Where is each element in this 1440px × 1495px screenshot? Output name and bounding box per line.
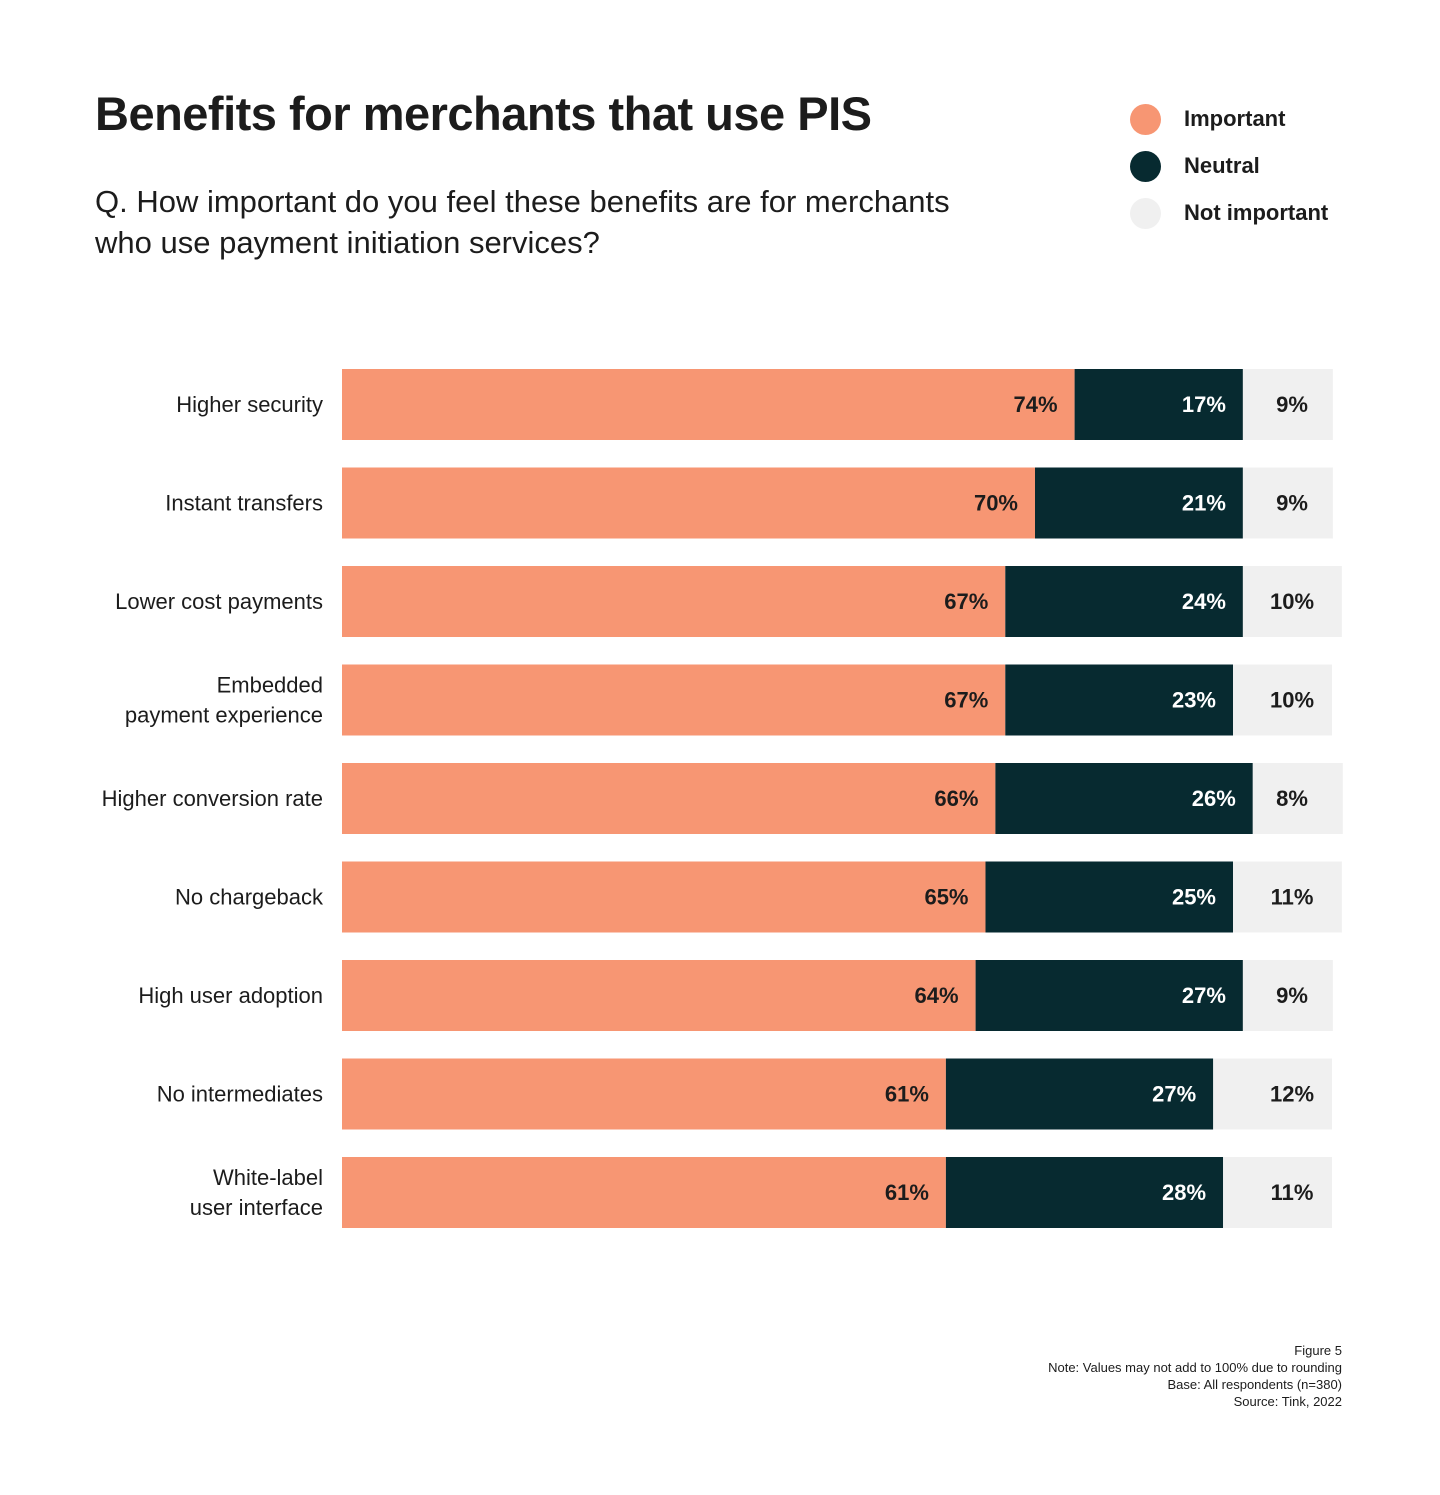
bar-segment-not-important [1233,861,1342,933]
legend-label-neutral: Neutral [1184,153,1260,178]
legend-dot-important [1130,103,1161,135]
data-label: 25% [1172,885,1216,910]
footnote-figure: Figure 5 [1294,1343,1342,1358]
bar-segment-important [342,1157,946,1228]
data-label: 70% [974,491,1018,516]
data-label: 65% [924,885,968,910]
data-label: 9% [1276,392,1308,417]
data-label: 27% [1152,1082,1196,1107]
data-label: 8% [1276,786,1308,811]
category-label: Instant transfers [165,491,323,516]
bar-segment-not-important [1242,369,1333,440]
bar-segment-neutral [995,763,1253,834]
legend-label-not-important: Not important [1184,200,1329,225]
data-label: 24% [1182,589,1226,614]
legend-label-important: Important [1184,106,1286,131]
data-label: 12% [1270,1082,1314,1107]
legend-item-neutral: Neutral [1130,150,1260,182]
bar-segment-important [342,960,976,1031]
category-label: White-label [213,1165,323,1190]
bar-segment-important [342,664,1006,736]
data-label: 21% [1182,491,1226,516]
data-label: 11% [1271,885,1314,910]
category-label: No intermediates [157,1082,323,1107]
bar-segment-neutral [975,960,1243,1031]
bar-segment-important [342,861,986,933]
data-label: 26% [1192,786,1236,811]
legend-dot-not-important [1130,197,1161,229]
bar-segment-neutral [1005,566,1243,637]
data-label: 66% [934,786,978,811]
data-label: 23% [1172,688,1216,713]
bar-segment-important [342,566,1006,637]
data-label: 10% [1270,688,1314,713]
data-label: 64% [915,983,959,1008]
bar-segment-not-important [1242,566,1342,637]
bar-segment-not-important [1242,960,1333,1031]
category-label: Higher security [176,392,323,417]
category-label: Lower cost payments [115,589,323,614]
bar-segment-important [342,1058,946,1130]
bar-segment-neutral [985,861,1233,933]
bar-segment-neutral [1005,664,1233,736]
bar-segment-not-important [1233,664,1332,736]
data-label: 17% [1182,392,1226,417]
data-label: 10% [1270,589,1314,614]
bar-segment-not-important [1252,763,1343,834]
bar-segment-not-important [1213,1058,1332,1130]
bar-segment-important [342,369,1075,440]
footnote-base: Base: All respondents (n=380) [1167,1377,1342,1392]
bar-segment-neutral [1074,369,1243,440]
chart-footnotes: Figure 5 Note: Values may not add to 100… [1048,1342,1342,1410]
footnote-source: Source: Tink, 2022 [1233,1394,1342,1409]
bar-segment-not-important [1223,1157,1332,1228]
category-label: user interface [190,1195,323,1220]
category-label: Embedded [217,673,323,698]
category-label: Higher conversion rate [102,786,323,811]
bar-segment-neutral [945,1157,1224,1228]
legend-dot-neutral [1130,150,1161,182]
data-label: 74% [1014,392,1058,417]
bar-segment-not-important [1242,467,1333,539]
data-label: 9% [1276,983,1308,1008]
category-label: High user adoption [138,983,323,1008]
bar-segment-important [342,763,996,834]
chart-subtitle: Q. How important do you feel these benef… [95,184,950,260]
category-label: No chargeback [175,885,324,910]
data-label: 67% [944,589,988,614]
chart-title: Benefits for merchants that use PIS [95,87,872,140]
bar-segment-neutral [1035,467,1243,539]
data-label: 11% [1271,1180,1314,1205]
data-label: 28% [1162,1180,1206,1205]
bar-segment-important [342,467,1035,539]
bar-segment-neutral [945,1058,1214,1130]
legend-item-important: Important [1130,103,1285,135]
category-label: payment experience [125,703,323,728]
data-label: 61% [885,1082,929,1107]
data-label: 9% [1276,491,1308,516]
data-label: 67% [944,688,988,713]
footnote-rounding: Note: Values may not add to 100% due to … [1048,1360,1342,1375]
data-label: 27% [1182,983,1226,1008]
legend-item-not-important: Not important [1130,197,1328,229]
data-label: 61% [885,1180,929,1205]
